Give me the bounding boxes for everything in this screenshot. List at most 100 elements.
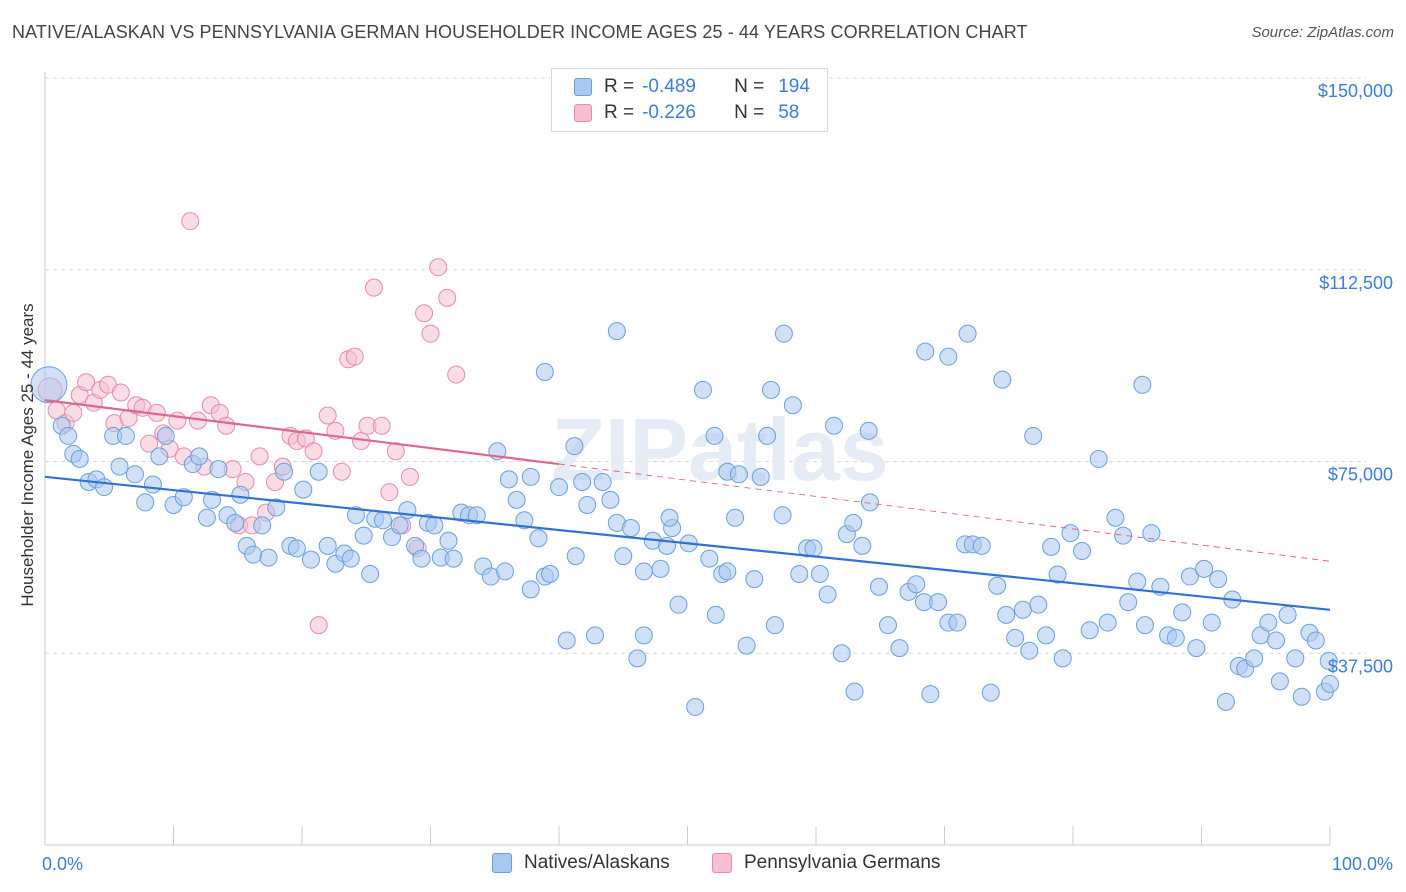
data-point	[1053, 649, 1072, 668]
data-point	[168, 411, 187, 430]
data-point	[634, 562, 653, 581]
data-point	[30, 366, 68, 404]
data-point	[1048, 565, 1067, 584]
data-point	[810, 564, 829, 583]
data-point	[425, 516, 444, 535]
data-point	[686, 697, 705, 716]
data-point	[1024, 426, 1043, 445]
data-point	[762, 380, 781, 399]
data-point	[59, 426, 78, 445]
data-point	[958, 324, 977, 343]
data-point	[1306, 631, 1325, 650]
legend-r-label: R =	[604, 76, 635, 97]
data-point	[1106, 508, 1125, 527]
data-point	[294, 480, 313, 499]
data-point	[693, 380, 712, 399]
data-point	[412, 549, 431, 568]
data-point	[332, 462, 351, 481]
data-point	[1135, 616, 1154, 635]
data-point	[244, 545, 263, 564]
data-point	[309, 616, 328, 635]
data-point	[400, 467, 419, 486]
data-point	[267, 498, 286, 517]
data-point	[140, 434, 159, 453]
data-point	[607, 322, 626, 341]
data-point	[997, 605, 1016, 624]
data-point	[110, 457, 129, 476]
data-point	[773, 506, 792, 525]
data-point	[745, 570, 764, 589]
legend-r-label: R =	[604, 102, 635, 123]
data-point	[1089, 449, 1108, 468]
data-point	[557, 631, 576, 650]
data-point	[1270, 672, 1289, 691]
data-point	[467, 506, 486, 525]
data-point	[309, 462, 328, 481]
penn-german-trend-extension	[558, 463, 1331, 562]
data-point	[1267, 631, 1286, 650]
data-point	[1216, 692, 1235, 711]
data-point	[890, 639, 909, 658]
data-point	[878, 616, 897, 635]
data-point	[916, 342, 935, 361]
data-point	[231, 485, 250, 504]
data-point	[1259, 613, 1278, 632]
data-point	[1142, 524, 1161, 543]
bottom-legend-penn-german[interactable]: Pennsylvania Germans	[712, 852, 940, 874]
data-point	[573, 472, 592, 491]
bottom-legend-label: Natives/Alaskans	[524, 852, 670, 873]
data-point	[1166, 628, 1185, 647]
data-point	[758, 426, 777, 445]
legend-n-value: 194	[778, 76, 810, 97]
data-point	[217, 416, 236, 435]
trend-lines	[44, 399, 1331, 611]
data-point	[226, 513, 245, 532]
data-point	[499, 470, 518, 489]
data-point	[1133, 375, 1152, 394]
data-point	[380, 483, 399, 502]
data-point	[550, 478, 568, 497]
data-point	[429, 258, 448, 277]
data-point	[853, 536, 872, 555]
data-point	[988, 576, 1007, 595]
data-point	[444, 549, 463, 568]
data-point	[1098, 613, 1117, 632]
data-point	[1061, 524, 1080, 543]
x-tick-label-left: 0.0%	[42, 854, 83, 874]
data-point	[190, 447, 209, 466]
data-point	[345, 347, 364, 366]
data-point	[287, 539, 306, 558]
data-point	[181, 212, 200, 231]
bottom-legend-natives[interactable]: Natives/Alaskans	[492, 852, 670, 874]
data-point	[972, 536, 991, 555]
data-point	[259, 548, 278, 567]
data-point	[929, 593, 948, 612]
data-point	[521, 580, 540, 599]
data-point	[818, 585, 837, 604]
data-point	[804, 539, 823, 558]
data-point	[765, 616, 784, 635]
legend-r-value: -0.489	[642, 76, 696, 97]
data-point	[1020, 641, 1039, 660]
data-point	[1278, 605, 1297, 624]
data-point	[860, 493, 879, 512]
data-point	[593, 472, 612, 491]
data-point	[150, 447, 169, 466]
data-point	[859, 421, 878, 440]
data-point	[1286, 649, 1305, 668]
data-point	[421, 324, 440, 343]
legend-n-label: N =	[734, 76, 765, 97]
data-point	[439, 531, 458, 550]
data-point	[136, 493, 155, 512]
data-point	[515, 511, 534, 530]
data-point	[832, 644, 851, 663]
data-point	[1080, 621, 1099, 640]
data-point	[174, 488, 193, 507]
data-point	[541, 564, 560, 583]
legend-swatch-pink	[574, 104, 592, 122]
data-point	[783, 396, 802, 415]
data-point	[1180, 567, 1199, 586]
data-point	[304, 442, 323, 461]
data-point	[718, 562, 737, 581]
